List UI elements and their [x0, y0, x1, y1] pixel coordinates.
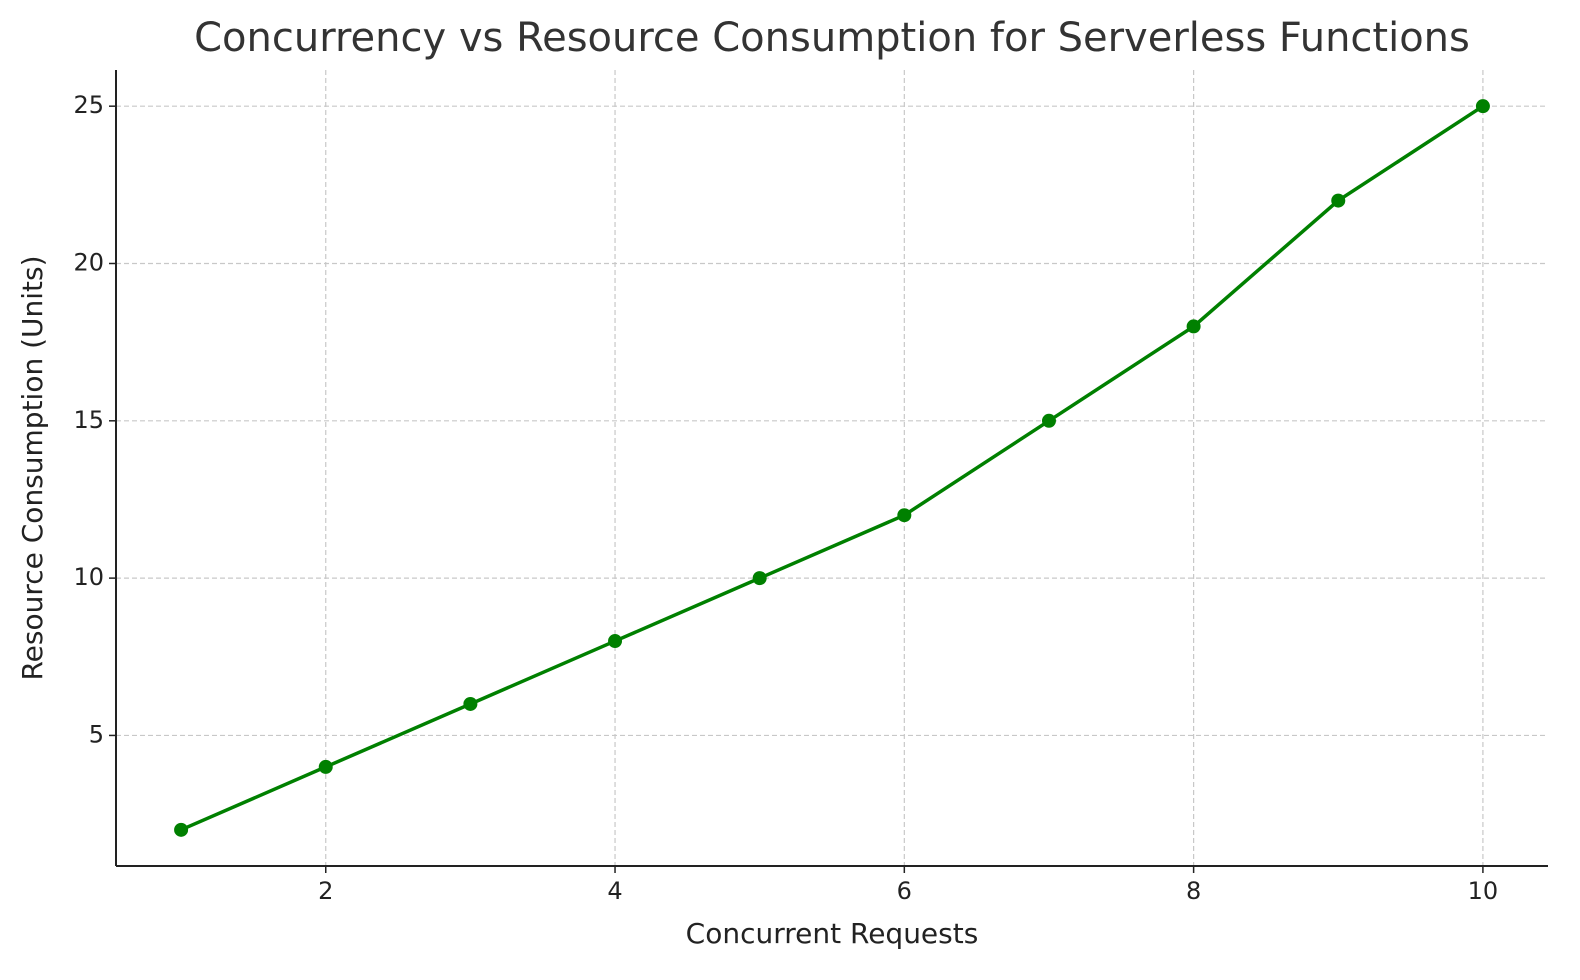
- data-point: [1475, 99, 1490, 114]
- y-axis-label: Resource Consumption (Units): [16, 255, 49, 680]
- x-tick-label: 10: [1468, 877, 1499, 905]
- y-tick-label: 5: [89, 720, 104, 748]
- data-point: [318, 759, 333, 774]
- data-point: [752, 571, 767, 586]
- x-tick-label: 2: [318, 877, 333, 905]
- x-axis-label: Concurrent Requests: [686, 917, 979, 950]
- data-point: [1331, 193, 1346, 208]
- y-tick-label: 25: [73, 91, 104, 119]
- data-point: [1186, 319, 1201, 334]
- x-tick-label: 4: [607, 877, 622, 905]
- y-tick-label: 20: [73, 248, 104, 276]
- x-tick-label: 6: [897, 877, 912, 905]
- data-line: [180, 104, 1484, 832]
- y-tick-label: 15: [73, 406, 104, 434]
- y-tick-label: 10: [73, 563, 104, 591]
- data-point: [174, 822, 189, 837]
- data-point: [1041, 413, 1056, 428]
- chart-title: Concurrency vs Resource Consumption for …: [194, 15, 1470, 61]
- data-point: [608, 634, 623, 649]
- x-tick-label: 8: [1186, 877, 1201, 905]
- data-point: [897, 508, 912, 523]
- data-point: [463, 696, 478, 711]
